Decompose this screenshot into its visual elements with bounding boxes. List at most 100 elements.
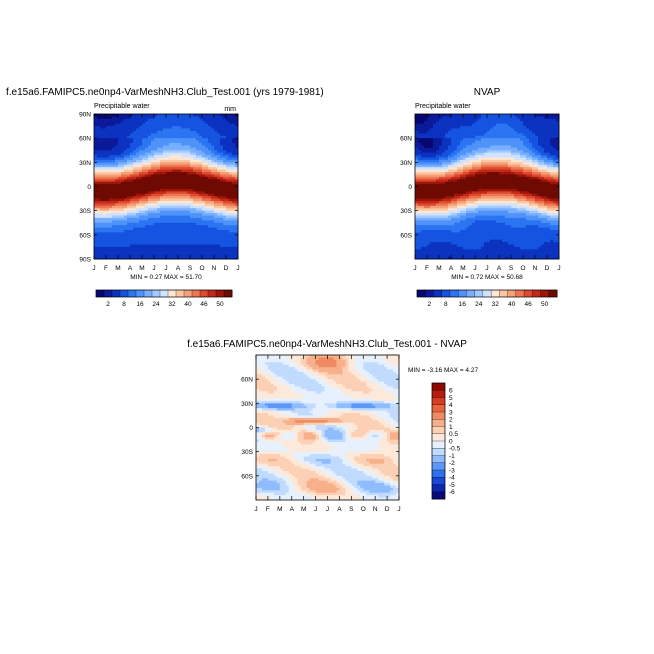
field-cell [154,169,158,173]
field-cell [151,237,155,241]
field-cell [424,167,428,170]
field-cell [142,215,146,219]
field-cell [115,193,119,197]
field-cell [547,196,551,199]
field-cell [505,167,509,170]
field-cell [472,114,476,117]
field-cell [118,210,122,214]
field-cell [139,222,143,226]
field-cell [499,150,503,154]
field-cell [232,174,236,178]
field-cell [196,169,200,173]
field-cell [166,123,170,127]
field-cell [145,244,149,248]
field-cell [553,198,557,202]
field-cell [475,203,479,207]
field-cell [187,172,191,175]
field-cell [424,174,428,178]
field-cell [142,254,146,257]
field-cell [169,145,173,149]
field-cell [103,135,107,139]
field-cell [181,133,185,137]
field-cell [217,213,221,216]
field-cell [211,215,215,219]
field-cell [232,128,236,132]
field-cell [118,174,122,178]
field-cell [187,181,191,185]
field-cell [514,126,518,129]
field-cell [112,193,116,197]
field-cell [493,184,497,187]
field-cell [505,157,509,161]
field-cell [520,157,524,161]
field-cell [139,198,143,202]
field-cell [139,244,143,248]
field-cell [100,130,104,134]
field-cell [103,256,107,260]
field-cell [109,123,113,127]
field-cell [217,114,221,117]
field-cell [451,167,455,170]
field-cell [133,203,137,207]
field-cell [142,244,146,248]
field-cell [121,162,125,166]
field-cell [217,147,221,151]
field-cell [208,143,212,146]
field-cell [157,191,161,195]
field-cell [202,225,206,228]
field-cell [556,196,560,199]
x-tick-label: J [236,265,239,272]
field-cell [211,227,215,231]
field-cell [157,118,161,122]
field-cell [475,126,479,129]
field-cell [457,174,461,178]
field-cell [97,203,101,207]
field-cell [448,155,452,158]
field-cell [220,203,224,207]
field-cell [100,254,104,257]
field-cell [205,244,209,248]
field-cell [232,172,236,175]
field-cell [496,186,500,190]
field-cell [505,130,509,134]
field-cell [235,172,239,175]
field-cell [184,164,188,168]
field-cell [166,217,170,221]
field-cell [184,246,188,250]
field-cell [151,205,155,209]
field-cell [541,176,545,180]
field-cell [538,181,542,185]
field-cell [457,208,461,212]
field-cell [544,164,548,168]
field-cell [145,188,149,192]
field-cell [502,186,506,190]
field-cell [235,130,239,134]
field-cell [124,167,128,170]
field-cell [469,155,473,158]
field-cell [211,210,215,214]
field-cell [160,174,164,178]
field-cell [187,234,191,238]
field-cell [466,162,470,166]
field-cell [97,143,101,146]
field-cell [469,145,473,149]
field-cell [436,172,440,175]
field-cell [457,181,461,185]
field-cell [124,205,128,209]
field-cell [550,193,554,197]
field-cell [520,152,524,156]
field-cell [205,256,209,260]
field-cell [169,157,173,161]
field-cell [463,155,467,158]
field-cell [505,191,509,195]
field-cell [547,210,551,214]
field-cell [124,164,128,168]
field-cell [517,181,521,185]
field-cell [178,230,182,233]
field-cell [157,239,161,243]
field-cell [493,188,497,192]
field-cell [205,246,209,250]
field-cell [193,198,197,202]
field-cell [202,135,206,139]
